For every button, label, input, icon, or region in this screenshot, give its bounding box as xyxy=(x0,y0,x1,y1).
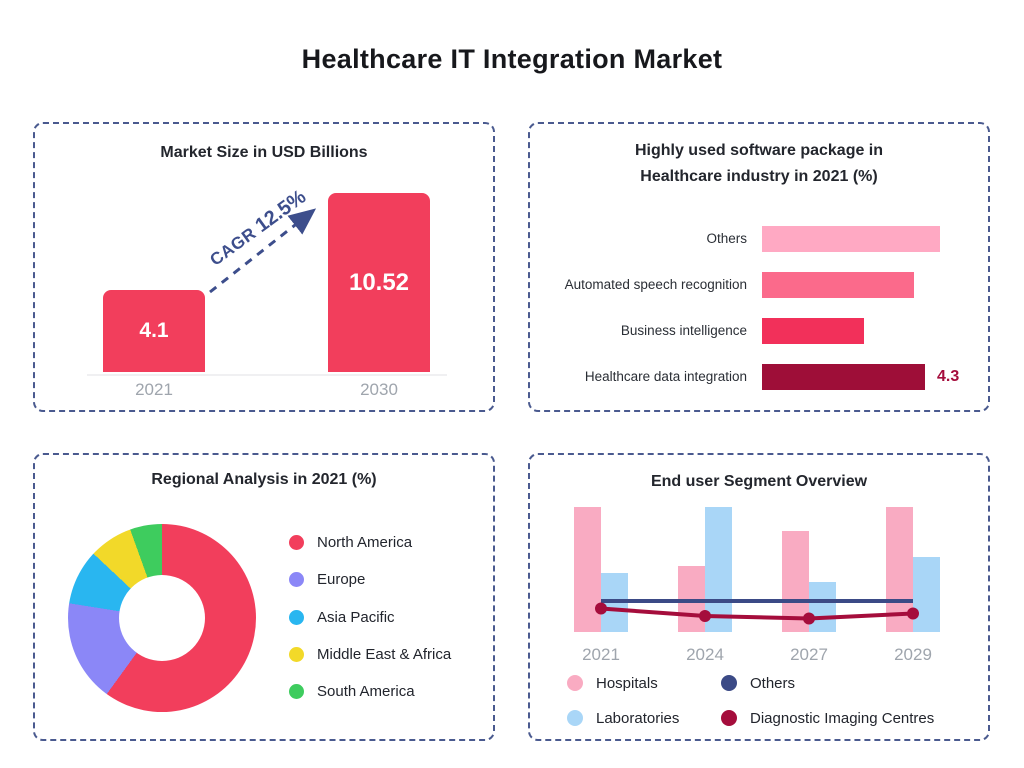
legend-item-asia-pacific: Asia Pacific xyxy=(289,607,395,627)
hospitals-bar-2024 xyxy=(678,566,705,632)
bar-2021-value: 4.1 xyxy=(139,319,169,342)
row-label-business-intelligence: Business intelligence xyxy=(620,323,747,338)
page-title: Healthcare IT Integration Market xyxy=(301,44,723,74)
data-integration-value: 4.3 xyxy=(937,368,960,385)
baseline-axis xyxy=(87,374,447,376)
hospitals-bar-2021 xyxy=(574,507,601,632)
cagr-value: 12.5% xyxy=(251,185,311,237)
market-size-title: Market Size in USD Billions xyxy=(160,144,368,161)
legend-item-laboratories: Laboratories xyxy=(567,708,679,728)
row-label-data-integration: Healthcare data integration xyxy=(584,369,747,384)
legend-label: Asia Pacific xyxy=(317,608,395,626)
bar-business-intelligence xyxy=(762,318,864,344)
legend-label: Hospitals xyxy=(596,674,658,692)
bar-2021: 4.1 xyxy=(103,290,205,372)
legend-item-others: Others xyxy=(721,673,795,693)
legend-label: Laboratories xyxy=(596,709,680,727)
row-label-speech-recognition: Automated speech recognition xyxy=(564,277,747,292)
legend-label: Others xyxy=(750,674,796,692)
x-tick-2021: 2021 xyxy=(135,380,173,399)
market-size-panel: Market Size in USD Billions 4.1 10.52 20… xyxy=(33,122,495,412)
laboratories-bar-2021 xyxy=(601,573,628,632)
bar-speech-recognition xyxy=(762,272,914,298)
software-packages-panel: Highly used software package in Healthca… xyxy=(528,122,990,412)
legend-label: South America xyxy=(317,682,415,700)
bar-others xyxy=(762,226,940,252)
bar-data-integration xyxy=(762,364,925,390)
laboratories-bar-2027 xyxy=(809,582,836,632)
legend-item-hospitals: Hospitals xyxy=(567,673,658,693)
legend-item-south-america: South America xyxy=(289,681,415,701)
legend-label: Middle East & Africa xyxy=(317,645,452,663)
north-america-swatch-icon xyxy=(289,534,304,550)
legend-label: Diagnostic Imaging Centres xyxy=(750,709,935,727)
laboratories-bar-2029 xyxy=(913,557,940,632)
middle-east-africa-swatch-icon xyxy=(289,646,304,662)
cagr-annotation: CAGR12.5% xyxy=(182,169,333,288)
diagnostic-imaging-swatch-icon xyxy=(721,710,737,726)
legend-item-diagnostic-imaging: Diagnostic Imaging Centres xyxy=(721,708,934,728)
x-tick-2029: 2029 xyxy=(894,645,932,664)
europe-swatch-icon xyxy=(289,571,304,587)
legend-label: Europe xyxy=(317,570,366,588)
x-tick-2024: 2024 xyxy=(686,645,724,664)
south-america-swatch-icon xyxy=(289,683,304,699)
legend-item-north-america: North America xyxy=(289,532,412,552)
bar-2030-value: 10.52 xyxy=(348,268,410,296)
others-swatch-icon xyxy=(721,675,737,691)
donut-hole xyxy=(119,575,205,661)
laboratories-bar-2024 xyxy=(705,507,732,632)
hospitals-swatch-icon xyxy=(567,675,583,691)
row-label-others: Others xyxy=(706,231,747,246)
x-tick-2027: 2027 xyxy=(790,645,828,664)
hospitals-bar-2027 xyxy=(782,531,809,632)
software-title-line2: Healthcare industry in 2021 (%) xyxy=(640,168,878,185)
laboratories-swatch-icon xyxy=(567,710,583,726)
regional-analysis-panel: Regional Analysis in 2021 (%) North Amer… xyxy=(33,453,495,741)
x-tick-2030: 2030 xyxy=(360,380,398,399)
segment-title: End user Segment Overview xyxy=(650,473,868,490)
end-user-segment-panel: End user Segment Overview 2021 2024 2027… xyxy=(528,453,990,741)
hospitals-bar-2029 xyxy=(886,507,913,632)
legend-item-europe: Europe xyxy=(289,569,365,589)
asia-pacific-swatch-icon xyxy=(289,609,304,625)
regional-title: Regional Analysis in 2021 (%) xyxy=(151,471,377,488)
software-title-line1: Highly used software package in xyxy=(634,142,884,159)
cagr-prefix: CAGR xyxy=(206,223,260,270)
x-tick-2021: 2021 xyxy=(582,645,620,664)
regional-donut-chart xyxy=(68,524,256,712)
legend-label: North America xyxy=(317,533,413,551)
bar-2030: 10.52 xyxy=(328,193,430,372)
legend-item-middle-east-africa: Middle East & Africa xyxy=(289,644,451,664)
